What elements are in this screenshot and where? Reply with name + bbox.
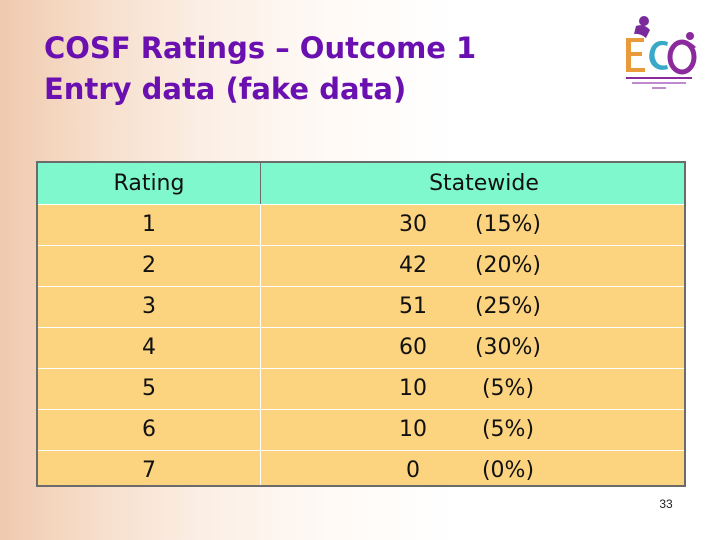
- row-divider: [38, 327, 684, 328]
- page-number: 33: [659, 497, 673, 511]
- ratings-table: Rating Statewide 1 30 (15%) 2 42 (20%) 3 51 (25%…: [36, 161, 686, 487]
- header-column-divider: [260, 163, 261, 204]
- column-divider: [260, 163, 261, 485]
- table-row: 6 10 (5%): [38, 409, 684, 450]
- percent-cell: (30%): [474, 335, 542, 360]
- rating-cell: 7: [142, 458, 156, 483]
- header-statewide: Statewide: [429, 171, 539, 196]
- row-divider: [38, 245, 684, 246]
- percent-cell: (25%): [474, 294, 542, 319]
- count-cell: 42: [399, 253, 427, 278]
- row-divider: [38, 204, 684, 205]
- rating-cell: 1: [142, 212, 156, 237]
- table-row: 3 51 (25%): [38, 286, 684, 327]
- row-divider: [38, 368, 684, 369]
- rating-cell: 5: [142, 376, 156, 401]
- rating-cell: 4: [142, 335, 156, 360]
- row-divider: [38, 409, 684, 410]
- row-divider: [38, 286, 684, 287]
- percent-cell: (15%): [474, 212, 542, 237]
- table-row: 4 60 (30%): [38, 327, 684, 368]
- slide-title-line-2: Entry data (fake data): [44, 72, 407, 106]
- count-cell: 10: [399, 417, 427, 442]
- count-cell: 30: [399, 212, 427, 237]
- count-cell: 60: [399, 335, 427, 360]
- header-rating: Rating: [113, 171, 185, 196]
- slide-title-line-1: COSF Ratings – Outcome 1: [44, 31, 477, 65]
- eco-logo-icon: [612, 14, 704, 94]
- count-cell: 10: [399, 376, 427, 401]
- count-cell: 0: [406, 458, 420, 483]
- percent-cell: (5%): [481, 376, 535, 401]
- percent-cell: (0%): [481, 458, 535, 483]
- table-row: 5 10 (5%): [38, 368, 684, 409]
- percent-cell: (20%): [474, 253, 542, 278]
- row-divider: [38, 450, 684, 451]
- rating-cell: 3: [142, 294, 156, 319]
- rating-cell: 2: [142, 253, 156, 278]
- table-row: 1 30 (15%): [38, 204, 684, 245]
- rating-cell: 6: [142, 417, 156, 442]
- table-row: 7 0 (0%): [38, 450, 684, 485]
- table-header-row: Rating Statewide: [38, 163, 684, 204]
- count-cell: 51: [399, 294, 427, 319]
- percent-cell: (5%): [481, 417, 535, 442]
- table-row: 2 42 (20%): [38, 245, 684, 286]
- slide-title: COSF Ratings – Outcome 1 Entry data (fak…: [44, 28, 476, 110]
